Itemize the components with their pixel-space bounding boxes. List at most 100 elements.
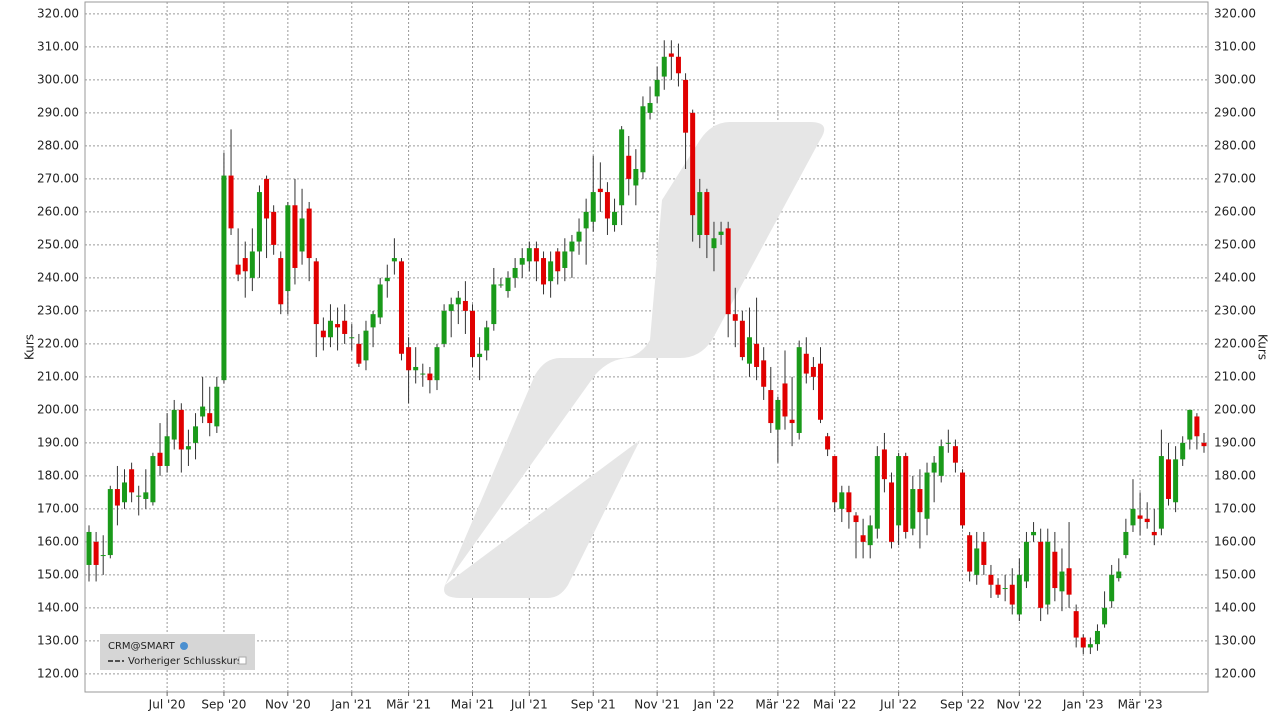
candle-body (420, 373, 426, 375)
candle-body (313, 261, 319, 325)
candle-body (406, 347, 412, 371)
candle-body (285, 205, 291, 292)
candle-body (619, 129, 625, 206)
y2-tick-label: 210.00 (1214, 369, 1256, 383)
y-tick-label: 170.00 (37, 501, 79, 515)
candle-body (832, 456, 838, 503)
x-tick-label: Jul '22 (879, 698, 917, 712)
candle-body (775, 399, 781, 430)
candle-body (228, 175, 234, 229)
candle-body (867, 525, 873, 546)
y2-tick-label: 270.00 (1214, 171, 1256, 185)
candle-body (178, 409, 184, 450)
candle-body (157, 452, 163, 466)
candle-body (1031, 531, 1037, 536)
y-tick-label: 280.00 (37, 138, 79, 152)
x-tick-label: Sep '22 (940, 698, 985, 712)
candle-body (164, 436, 170, 466)
candle-body (732, 314, 738, 321)
candle-body (796, 347, 802, 433)
legend-entry: Vorheriger Schlusskurs (128, 656, 242, 667)
candle-body (746, 337, 752, 364)
candle-body (1137, 515, 1143, 519)
legend-checkbox[interactable] (238, 656, 247, 665)
candle-body (299, 218, 305, 252)
candle-body (768, 390, 774, 424)
candle-body (129, 469, 135, 493)
y2-tick-label: 220.00 (1214, 336, 1256, 350)
candle-body (668, 53, 674, 57)
candle-body (647, 102, 653, 113)
y-tick-label: 230.00 (37, 303, 79, 317)
x-tick-label: Jan '21 (330, 698, 372, 712)
candle-body (185, 446, 191, 450)
candle-body (711, 238, 717, 249)
y-tick-label: 120.00 (37, 666, 79, 680)
candle-body (1045, 541, 1051, 605)
candle-body (363, 330, 369, 361)
y-tick-label: 260.00 (37, 204, 79, 218)
y2-tick-label: 260.00 (1214, 204, 1256, 218)
candle-body (214, 386, 220, 427)
candle-body (846, 492, 852, 513)
y-tick-label: 290.00 (37, 105, 79, 119)
candle-body (1151, 531, 1157, 536)
candle-body (441, 310, 447, 344)
y-tick-label: 310.00 (37, 39, 79, 53)
candle-body (1087, 644, 1093, 648)
candle-body (988, 574, 994, 585)
candle-body (398, 261, 404, 354)
candle-body (782, 383, 788, 417)
candle-body (448, 304, 454, 311)
candle-body (377, 284, 383, 318)
y-tick-label: 210.00 (37, 369, 79, 383)
y2-tick-label: 180.00 (1214, 468, 1256, 482)
y2-tick-label: 310.00 (1214, 39, 1256, 53)
candle-body (541, 258, 547, 285)
candle-body (221, 175, 227, 381)
candle-body (839, 492, 845, 509)
candle-body (761, 360, 767, 387)
candle-body (200, 406, 206, 417)
y-tick-label: 220.00 (37, 336, 79, 350)
y-tick-label: 150.00 (37, 567, 79, 581)
candle-body (704, 192, 710, 235)
candle-body (889, 482, 895, 542)
candle-body (342, 320, 348, 334)
candle-body (1080, 637, 1086, 648)
candle-body (597, 188, 603, 193)
y-tick-label: 320.00 (37, 6, 79, 20)
candle-body (264, 178, 270, 219)
candle-body (427, 373, 433, 381)
candle-body (1158, 456, 1164, 529)
candle-body (1109, 574, 1115, 602)
candle-body (86, 531, 92, 565)
candle-body (661, 56, 667, 77)
candle-body (1123, 531, 1129, 556)
y-tick-label: 160.00 (37, 534, 79, 548)
candle-body (533, 248, 539, 262)
candle-body (981, 541, 987, 565)
candle-body (370, 314, 376, 328)
candle-body (349, 337, 355, 339)
candle-body (697, 192, 703, 235)
candle-body (143, 492, 149, 499)
candle-body (235, 264, 241, 275)
candle-body (498, 284, 504, 286)
candle-body (1116, 571, 1122, 579)
candle-body (803, 353, 809, 374)
candle-body (491, 284, 497, 325)
candle-body (249, 251, 255, 278)
y2-tick-label: 280.00 (1214, 138, 1256, 152)
candles (86, 40, 1207, 655)
candle-body (1094, 630, 1100, 645)
y2-tick-label: 140.00 (1214, 600, 1256, 614)
y-tick-label: 240.00 (37, 270, 79, 284)
candle-body (1023, 541, 1029, 582)
candle-body (569, 241, 575, 252)
candle-body (583, 211, 589, 229)
candle-body (320, 330, 326, 338)
x-tick-label: Nov '20 (265, 698, 311, 712)
x-tick-label: Mär '22 (755, 698, 800, 712)
